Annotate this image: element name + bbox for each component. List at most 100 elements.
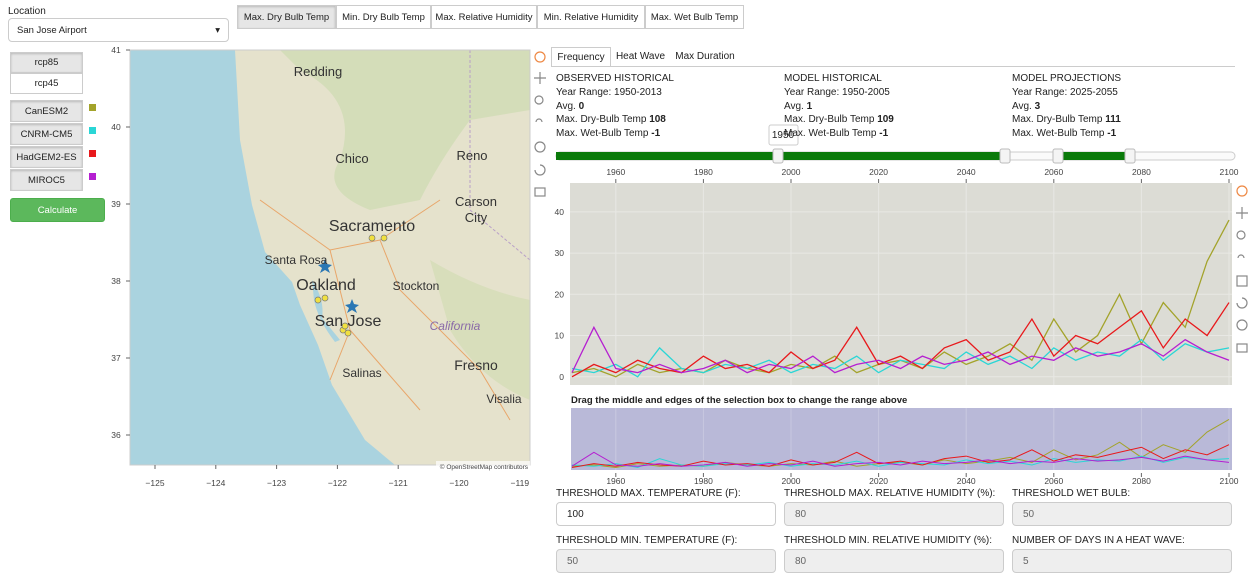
summary-key: Max. Wet-Bulb Temp: [1012, 127, 1105, 139]
variable-tab[interactable]: Min. Relative Humidity: [537, 5, 645, 29]
calculate-button[interactable]: Calculate: [10, 198, 105, 222]
location-select[interactable]: San Jose Airport ▾: [8, 18, 229, 42]
threshold-input[interactable]: 100: [556, 502, 776, 526]
summary-key: Year Range:: [1012, 87, 1068, 98]
summary-value: 109: [877, 114, 894, 125]
x-tick-label: 2000: [782, 167, 801, 177]
location-value: San Jose Airport: [17, 24, 87, 36]
map-roads: [259, 199, 511, 421]
map-place: Fresno: [454, 357, 498, 373]
map-x-tick-label: −125: [145, 478, 164, 488]
series-line: [571, 455, 1230, 468]
x-tick-label: 2040: [957, 476, 976, 486]
summary-value: 0: [578, 100, 585, 112]
map-x-tick-label: −121: [389, 478, 408, 488]
map-place: Santa Rosa: [265, 253, 328, 267]
series-line: [571, 338, 1230, 378]
map-attribution: © OpenStreetMap contributors: [440, 463, 529, 471]
model-button[interactable]: HadGEM2-ES: [10, 146, 83, 168]
map-place: San Jose: [315, 313, 382, 330]
x-tick-label: 2020: [869, 476, 888, 486]
x-tick-label: 2100: [1220, 476, 1239, 486]
model-button[interactable]: CanESM2: [10, 100, 83, 122]
slider-handles[interactable]: [772, 148, 1136, 164]
model-color: [89, 104, 96, 111]
model-color: [89, 173, 96, 180]
summary-key: Year Range:: [784, 87, 840, 98]
x-tick-label: 2020: [869, 167, 888, 177]
summary-key: Max. Wet-Bulb Temp: [784, 127, 877, 139]
threshold-input[interactable]: 50: [556, 549, 776, 573]
map-place: California: [430, 319, 481, 333]
map-x-tick-label: −123: [267, 478, 286, 488]
y-tick-label: 30: [555, 248, 565, 258]
summary-value: 1950-2013: [614, 87, 662, 98]
variable-tab[interactable]: Max. Dry Bulb Temp: [237, 5, 336, 29]
summary-row: Max. Wet-Bulb Temp -1: [1012, 128, 1116, 139]
summary-title: MODEL HISTORICAL: [784, 73, 882, 84]
model-button[interactable]: MIROC5: [10, 169, 83, 191]
threshold-label: THRESHOLD WET BULB:: [1012, 488, 1131, 499]
summary-row: Max. Wet-Bulb Temp -1: [784, 128, 888, 139]
map-forest: [430, 260, 530, 400]
result-tab[interactable]: Max Duration: [675, 51, 735, 62]
map-forest: [280, 50, 530, 210]
summary-key: Year Range:: [556, 87, 612, 98]
summary-value: 3: [1034, 100, 1041, 112]
x-tick-label: 2080: [1132, 476, 1151, 486]
summary-key: Max. Dry-Bulb Temp: [784, 114, 875, 125]
map-place: City: [465, 210, 488, 225]
map-x-tick-label: −122: [328, 478, 347, 488]
map-y-tick-label: 36: [111, 430, 121, 440]
summary-title: MODEL PROJECTIONS: [1012, 73, 1122, 84]
threshold-input[interactable]: 80: [784, 502, 1004, 526]
scenario-button[interactable]: rcp45: [10, 73, 83, 94]
variable-tab[interactable]: Max. Relative Humidity: [431, 5, 537, 29]
summary-key: Max. Dry-Bulb Temp: [1012, 114, 1103, 125]
slider-tooltip: 1950: [772, 130, 795, 141]
result-tab[interactable]: Frequency: [551, 47, 611, 67]
tab-rule: [551, 66, 1235, 67]
summary-row: Max. Dry-Bulb Temp 111: [1012, 114, 1121, 125]
map-border: [469, 50, 531, 261]
summary-value: 108: [649, 114, 666, 125]
map-y-tick-label: 39: [111, 199, 121, 209]
x-tick-label: 2000: [782, 476, 801, 486]
map-place: Reno: [456, 148, 487, 163]
attribution-box: [436, 461, 530, 471]
map-y-tick-label: 41: [111, 45, 121, 55]
model-color: [89, 127, 96, 134]
y-tick-label: 20: [555, 289, 565, 299]
variable-tab[interactable]: Max. Wet Bulb Temp: [645, 5, 744, 29]
map-place: Oakland: [296, 277, 356, 294]
variable-tab[interactable]: Min. Dry Bulb Temp: [336, 5, 431, 29]
result-tab[interactable]: Heat Wave: [615, 51, 666, 62]
x-tick-label: 1960: [606, 167, 625, 177]
x-tick-label: 1980: [694, 167, 713, 177]
threshold-input[interactable]: 5: [1012, 549, 1232, 573]
summary-key: Max. Wet-Bulb Temp: [556, 127, 649, 139]
summary-row: Max. Dry-Bulb Temp 109: [784, 114, 894, 125]
threshold-label: THRESHOLD MAX. RELATIVE HUMIDITY (%):: [784, 488, 996, 499]
summary-value: -1: [651, 127, 661, 139]
summary-value: -1: [1107, 127, 1117, 139]
threshold-input[interactable]: 80: [784, 549, 1004, 573]
map-land: [235, 50, 530, 465]
summary-value: 1950-2005: [842, 87, 890, 98]
overview-hint: Drag the middle and edges of the selecti…: [571, 395, 908, 406]
y-tick-label: 0: [559, 372, 564, 382]
map-place: Sacramento: [329, 218, 415, 235]
model-button[interactable]: CNRM-CM5: [10, 123, 83, 145]
summary-row: Avg. 1: [784, 101, 812, 112]
map-place: Salinas: [342, 366, 381, 380]
map-x-tick-label: −119: [511, 478, 530, 488]
scenario-button[interactable]: rcp85: [10, 52, 83, 73]
summary-key: Avg.: [556, 100, 576, 112]
station-star: [345, 299, 359, 313]
threshold-input[interactable]: 50: [1012, 502, 1232, 526]
summary-row: Avg. 0: [556, 101, 584, 112]
summary-value: 1: [806, 100, 813, 112]
x-tick-label: 2080: [1132, 167, 1151, 177]
